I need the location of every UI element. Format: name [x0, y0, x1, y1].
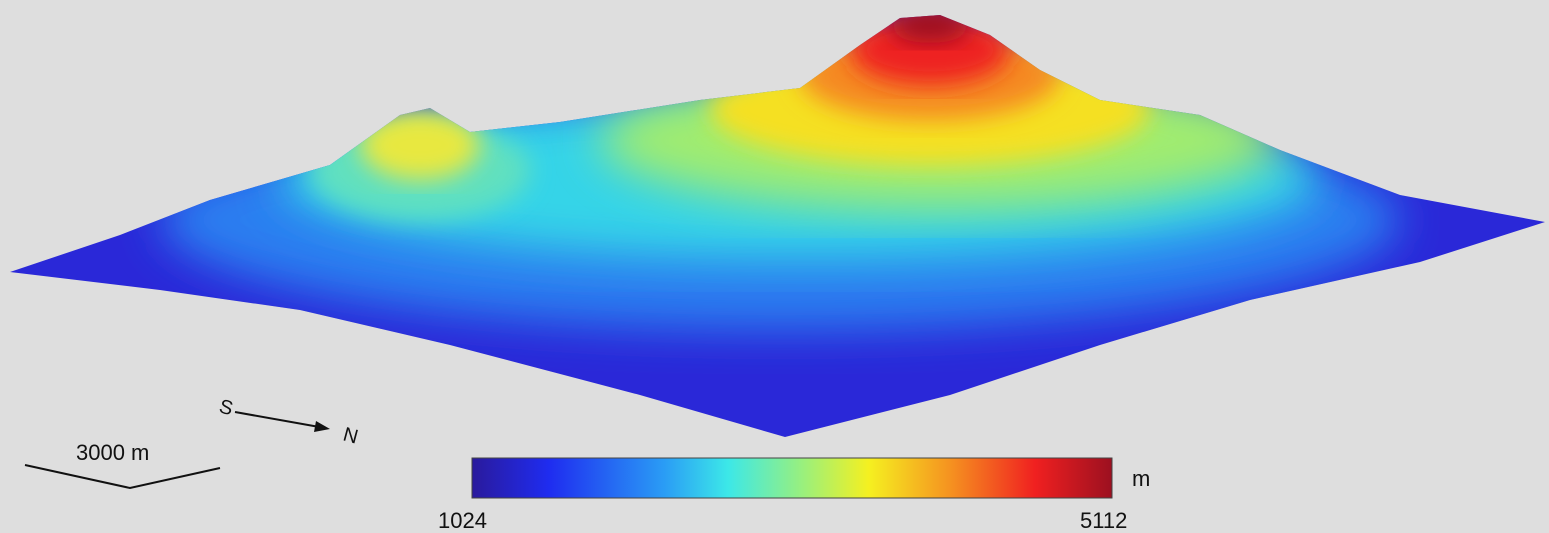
colorbar-min-label: 1024: [438, 508, 487, 533]
colorbar: [472, 458, 1112, 498]
terrain-surface: [0, 0, 1549, 533]
colorbar-max-label: 5112: [1080, 508, 1127, 533]
compass-south: S: [217, 396, 236, 421]
terrain-map: S N 3000 m m 1024 5112: [0, 0, 1549, 533]
scale-bar-label: 3000 m: [76, 440, 149, 465]
compass-arrow: [235, 412, 325, 428]
page: S N 3000 m m 1024 5112 (() => { const da…: [0, 0, 1549, 533]
compass-north: N: [341, 424, 361, 449]
scale-bar: [25, 465, 220, 488]
colorbar-unit: m: [1132, 466, 1150, 491]
compass-arrowhead: [314, 421, 330, 432]
